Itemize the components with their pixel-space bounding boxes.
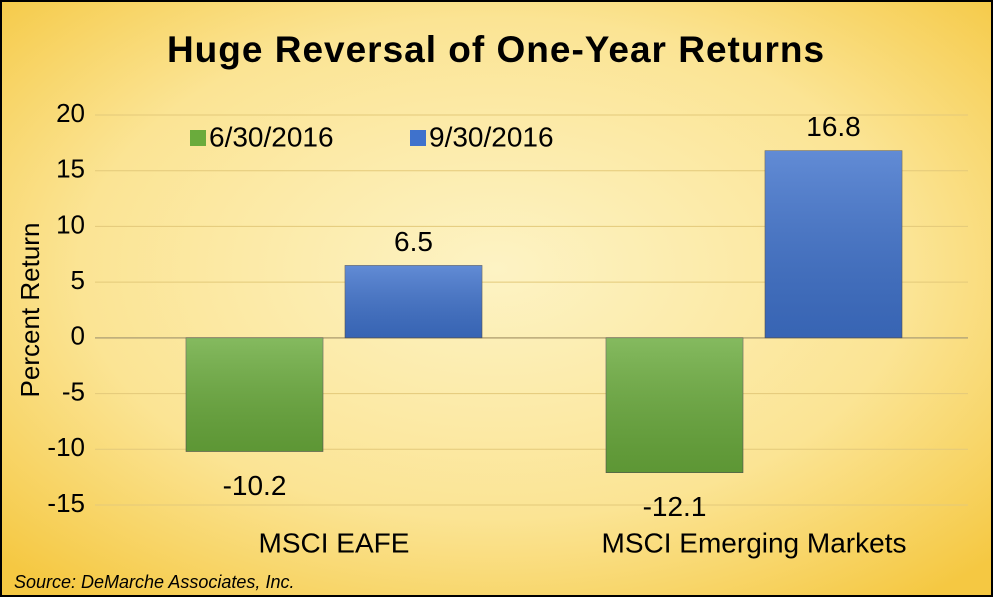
y-tick-label: 20 bbox=[56, 98, 85, 128]
bar-shade bbox=[186, 337, 323, 452]
bar-shade bbox=[606, 337, 743, 473]
legend-swatch bbox=[190, 130, 206, 146]
y-tick-label: -5 bbox=[62, 376, 85, 406]
chart-title: Huge Reversal of One-Year Returns bbox=[167, 29, 825, 70]
data-label: 6.5 bbox=[394, 226, 433, 257]
source-note: Source: DeMarche Associates, Inc. bbox=[14, 572, 294, 592]
data-label: 16.8 bbox=[806, 111, 861, 142]
x-tick-label: MSCI Emerging Markets bbox=[602, 527, 907, 558]
y-tick-label: -10 bbox=[47, 432, 85, 462]
x-tick-label: MSCI EAFE bbox=[259, 527, 410, 558]
data-label: -12.1 bbox=[643, 491, 707, 522]
y-tick-label: 0 bbox=[71, 321, 85, 351]
y-tick-label: -15 bbox=[47, 488, 85, 518]
data-label: -10.2 bbox=[223, 470, 287, 501]
y-tick-label: 15 bbox=[56, 154, 85, 184]
y-tick-label: 5 bbox=[71, 265, 85, 295]
y-axis-label: Percent Return bbox=[15, 223, 45, 398]
legend-label: 6/30/2016 bbox=[209, 121, 334, 152]
bar-shade bbox=[345, 265, 482, 338]
bar-shade bbox=[765, 150, 902, 338]
legend-label: 9/30/2016 bbox=[429, 121, 554, 152]
y-tick-label: 10 bbox=[56, 209, 85, 239]
legend-swatch bbox=[410, 130, 426, 146]
